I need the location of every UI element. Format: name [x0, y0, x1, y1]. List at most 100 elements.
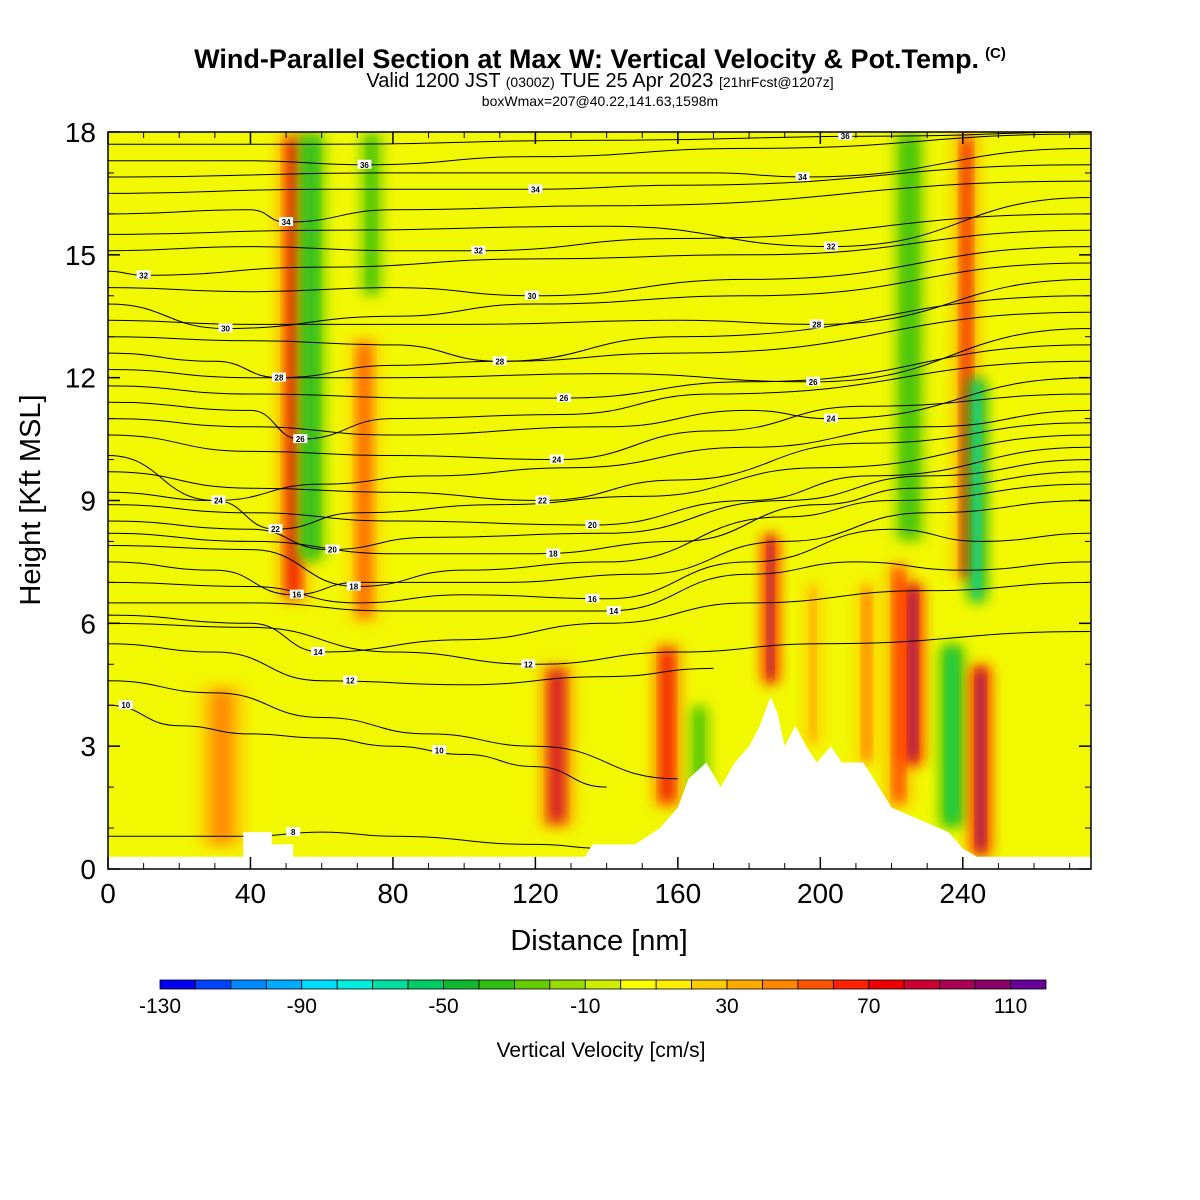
theta-contour-label-bg — [585, 593, 600, 603]
theta-contour-label-bg — [824, 241, 839, 251]
colorbar-swatch — [762, 979, 799, 990]
theta-contour-line — [108, 409, 1091, 502]
theta-contour-label-bg — [271, 372, 286, 382]
theta-contour-label: 20 — [328, 546, 337, 555]
theta-contour-label-bg — [211, 495, 226, 505]
theta-contour-line — [108, 622, 1091, 665]
velocity-plume — [661, 649, 673, 802]
velocity-plume — [768, 539, 773, 679]
theta-contour-label-bg — [528, 184, 543, 194]
x-tick-label: 160 — [654, 878, 701, 909]
theta-contour-line — [108, 197, 1091, 248]
theta-contour-line — [108, 500, 1091, 596]
colorbar-swatch — [726, 979, 763, 990]
theta-contour-label-bg — [286, 827, 301, 837]
theta-contour-label-bg — [289, 589, 304, 599]
theta-contour-label: 12 — [346, 677, 355, 686]
velocity-plume — [977, 670, 984, 851]
theta-contour-label: 30 — [527, 292, 536, 301]
colorbar-tick-label: -90 — [287, 995, 317, 1018]
subtitle-date: TUE 25 Apr 2023 — [559, 70, 714, 92]
theta-contour-label-bg — [556, 393, 571, 403]
theta-contour-label-bg — [346, 581, 361, 591]
theta-contour-label-bg — [357, 159, 372, 169]
theta-contour-label-bg — [325, 544, 340, 554]
colorbar-swatch — [301, 979, 338, 990]
theta-contour-label: 30 — [221, 325, 230, 334]
theta-contour-label: 26 — [809, 378, 818, 387]
x-tick-label: 40 — [235, 878, 266, 909]
colorbar-swatch — [584, 979, 622, 990]
colorbar-swatch — [336, 979, 374, 990]
theta-contour-label: 26 — [559, 394, 568, 403]
colorbar-swatch — [974, 979, 1011, 990]
velocity-plume — [894, 567, 903, 802]
theta-contour-label: 8 — [291, 828, 296, 837]
colorbar-tick-label: -130 — [139, 995, 181, 1018]
theta-contour-label-bg — [585, 520, 600, 530]
theta-contour-label: 20 — [588, 521, 597, 530]
colorbar-swatch — [1010, 979, 1047, 990]
theta-contour-line — [108, 311, 1091, 379]
theta-contour-label: 26 — [296, 435, 305, 444]
theta-contour-line — [108, 471, 1091, 555]
theta-contour-label-bg — [806, 376, 821, 386]
colorbar-swatch — [939, 979, 976, 990]
velocity-plume — [550, 670, 564, 823]
colorbar-tick-label: 110 — [994, 995, 1027, 1018]
theta-contour-label: 28 — [812, 320, 821, 329]
chart-title: Wind-Parallel Section at Max W: Vertical… — [0, 44, 1200, 75]
y-tick-label: 9 — [80, 486, 96, 517]
colorbar: -130 -90 -50 -10 30 70 110 — [139, 979, 1047, 1018]
colorbar-swatch — [691, 979, 728, 990]
subtitle-valid: Valid 1200 JST — [366, 70, 501, 92]
colorbar-swatch — [655, 979, 692, 990]
velocity-field-background — [108, 132, 1091, 869]
theta-contour-label-bg — [824, 413, 839, 423]
velocity-plume — [368, 138, 375, 290]
velocity-plume — [904, 138, 915, 536]
velocity-plume — [974, 383, 980, 597]
colorbar-tick-label: 30 — [715, 995, 738, 1018]
theta-contour-label: 36 — [360, 161, 369, 170]
theta-contour-line — [108, 344, 1091, 399]
theta-contour-label-bg — [795, 172, 810, 182]
theta-contour-label: 14 — [314, 648, 323, 657]
velocity-plume — [305, 138, 317, 556]
colorbar-tick-label: 70 — [857, 995, 880, 1018]
theta-contour-label: 24 — [214, 497, 223, 506]
x-axis-label: Distance [nm] — [510, 925, 687, 957]
theta-contour-line — [108, 393, 1091, 461]
theta-contour-label-bg — [471, 245, 486, 255]
theta-contour-label-bg — [432, 745, 447, 755]
theta-contour-label: 18 — [549, 550, 558, 559]
colorbar-swatch — [797, 979, 834, 990]
theta-contour-label: 32 — [827, 243, 836, 252]
theta-contour-label: 22 — [271, 525, 280, 534]
theta-contour-label: 28 — [275, 374, 284, 383]
theta-contour-line — [108, 360, 1091, 440]
theta-contour-label-bg — [546, 548, 561, 558]
theta-contour-line — [108, 643, 714, 686]
theta-contour-label-bg — [535, 495, 550, 505]
theta-contour-line — [108, 229, 1091, 276]
velocity-plume — [863, 588, 870, 761]
theta-contour-line — [108, 164, 1091, 194]
chart-title-text: Wind-Parallel Section at Max W: Vertical… — [194, 44, 980, 74]
theta-contour-line — [108, 483, 1091, 588]
theta-contour-line — [108, 133, 1091, 166]
velocity-plume — [358, 342, 371, 618]
subtitle-forecast: [21hrFcst@1207z] — [718, 74, 834, 90]
x-tick-label: 240 — [939, 878, 986, 909]
theta-contour-label: 34 — [282, 218, 291, 227]
x-tick-label: 0 — [100, 878, 116, 909]
theta-contour-label: 24 — [827, 415, 836, 424]
colorbar-swatch — [903, 979, 941, 990]
theta-contour-line — [108, 459, 1091, 551]
y-axis-label: Height [Kft MSL] — [15, 394, 47, 605]
theta-contour-label: 32 — [474, 247, 483, 256]
theta-contour-label-bg — [809, 319, 824, 329]
chart-subtitle: Valid 1200 JST (0300Z) TUE 25 Apr 2023 [… — [0, 70, 1200, 93]
theta-contour-line — [108, 561, 1091, 612]
